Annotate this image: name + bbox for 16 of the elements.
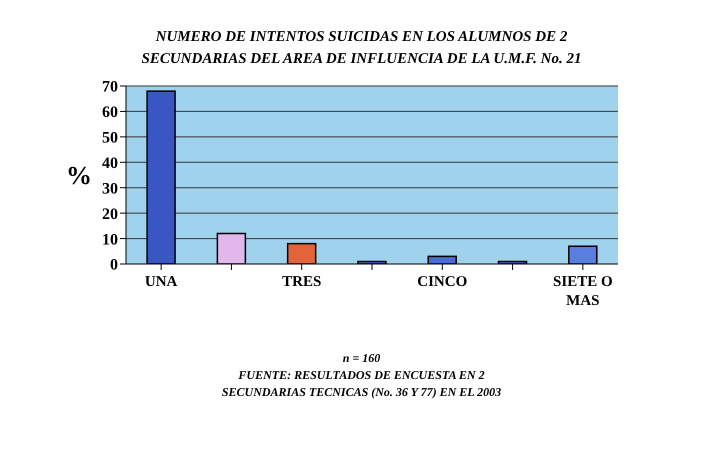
y-tick-label: 50 (102, 130, 118, 147)
y-tick-label: 20 (102, 206, 118, 223)
y-axis-title: % (66, 161, 92, 190)
y-tick-label: 10 (102, 231, 118, 248)
y-tick-label: 40 (102, 154, 118, 172)
y-tick-label: 70 (102, 78, 118, 96)
y-tick-label: 0 (110, 256, 118, 274)
x-tick-label: TRES (282, 274, 322, 290)
y-tick-label: 60 (102, 104, 118, 122)
x-tick-label: SIETE O MAS (553, 274, 613, 309)
x-tick-label: UNA (144, 274, 178, 290)
chart-title: NUMERO DE INTENTOS SUICIDAS EN LOS ALUMNOS DE 2 SECUNDARIAS DEL AREA DE INFLUENCIA DE LA U.M.F. No. 21 (140, 28, 582, 69)
text: n = 160 (342, 350, 382, 367)
y-tick-label: 30 (102, 180, 118, 198)
source-note: FUENTE: RESULTADOS DE ENCUESTA EN 2 SECUNDARIAS TECNICAS (No. 36 Y 77) EN EL 2003 (220, 367, 502, 401)
x-tick-label: CINCO (417, 274, 468, 290)
